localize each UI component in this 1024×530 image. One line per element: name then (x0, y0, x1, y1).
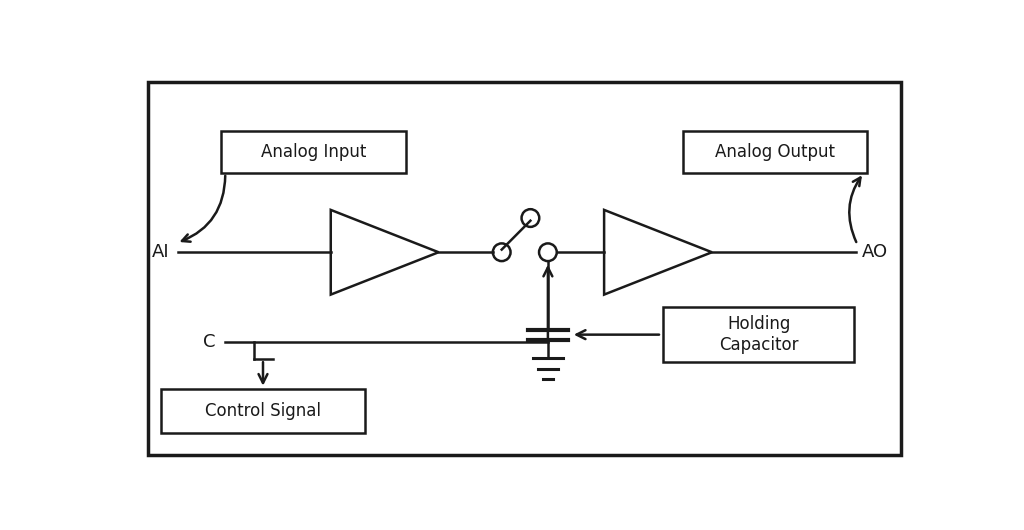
Text: Analog Output: Analog Output (715, 143, 835, 161)
Text: AO: AO (862, 243, 888, 261)
Text: Analog Input: Analog Input (261, 143, 367, 161)
Text: Control Signal: Control Signal (205, 402, 321, 420)
FancyArrowPatch shape (849, 178, 860, 242)
FancyArrowPatch shape (182, 176, 225, 242)
Text: AI: AI (152, 243, 169, 261)
Text: Holding
Capacitor: Holding Capacitor (719, 315, 799, 354)
Text: C: C (203, 333, 215, 351)
